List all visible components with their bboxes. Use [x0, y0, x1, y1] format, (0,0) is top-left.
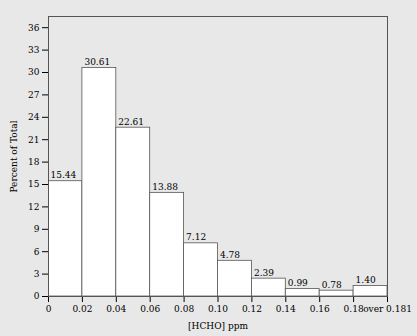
svg-text:12: 12	[28, 202, 39, 212]
svg-text:0.10: 0.10	[208, 304, 228, 314]
svg-text:30: 30	[28, 67, 40, 77]
svg-text:0: 0	[46, 304, 52, 314]
svg-text:0.14: 0.14	[276, 304, 296, 314]
svg-text:0.18: 0.18	[344, 304, 364, 314]
svg-text:0.99: 0.99	[288, 278, 308, 288]
svg-text:36: 36	[28, 23, 40, 33]
svg-text:0: 0	[34, 291, 40, 301]
svg-text:15: 15	[28, 179, 40, 189]
svg-text:13.88: 13.88	[152, 182, 178, 192]
svg-text:7.12: 7.12	[186, 232, 206, 242]
svg-text:Percent of Total: Percent of Total	[9, 120, 19, 192]
svg-text:27: 27	[28, 90, 40, 100]
svg-text:6: 6	[34, 247, 40, 257]
svg-text:15.44: 15.44	[51, 170, 77, 180]
svg-text:0.78: 0.78	[322, 280, 342, 290]
svg-text:30.61: 30.61	[84, 57, 110, 67]
svg-text:9: 9	[34, 224, 40, 234]
svg-text:1.40: 1.40	[356, 275, 376, 285]
svg-text:24: 24	[28, 112, 40, 122]
svg-text:over 0.181: over 0.181	[363, 304, 412, 314]
svg-text:0.04: 0.04	[106, 304, 126, 314]
svg-text:33: 33	[28, 45, 40, 55]
svg-text:0.08: 0.08	[174, 304, 194, 314]
svg-text:0.02: 0.02	[72, 304, 92, 314]
svg-text:18: 18	[28, 157, 40, 167]
svg-text:0.12: 0.12	[242, 304, 262, 314]
svg-text:3: 3	[34, 269, 40, 279]
svg-text:2.39: 2.39	[254, 268, 274, 278]
svg-text:21: 21	[28, 135, 39, 145]
svg-text:0.16: 0.16	[310, 304, 330, 314]
svg-text:[HCHO] ppm: [HCHO] ppm	[188, 321, 248, 331]
svg-text:22.61: 22.61	[118, 117, 144, 127]
svg-text:4.78: 4.78	[220, 250, 240, 260]
svg-text:0.06: 0.06	[140, 304, 160, 314]
